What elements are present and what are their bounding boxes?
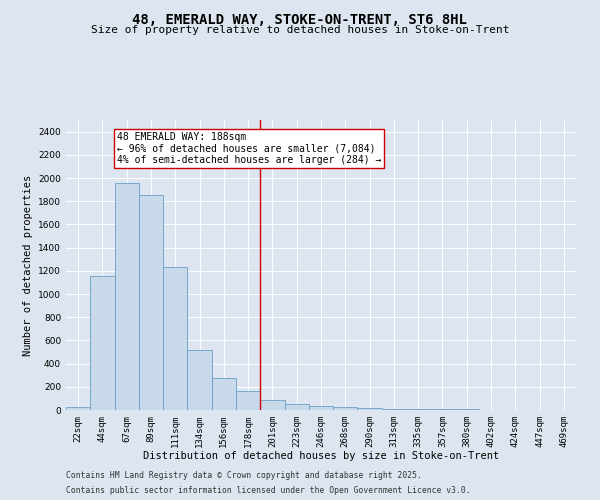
Bar — [309, 406, 333, 410]
Bar — [187, 350, 212, 410]
Bar — [212, 378, 236, 410]
Bar — [90, 276, 115, 410]
Text: 48 EMERALD WAY: 188sqm
← 96% of detached houses are smaller (7,084)
4% of semi-d: 48 EMERALD WAY: 188sqm ← 96% of detached… — [117, 132, 382, 165]
Bar — [163, 266, 187, 410]
Bar — [406, 409, 430, 410]
Text: Contains HM Land Registry data © Crown copyright and database right 2025.: Contains HM Land Registry data © Crown c… — [66, 471, 422, 480]
Bar — [382, 409, 406, 410]
Bar — [333, 407, 358, 410]
Text: 48, EMERALD WAY, STOKE-ON-TRENT, ST6 8HL: 48, EMERALD WAY, STOKE-ON-TRENT, ST6 8HL — [133, 12, 467, 26]
Bar — [236, 392, 260, 410]
Bar — [115, 182, 139, 410]
Y-axis label: Number of detached properties: Number of detached properties — [23, 174, 32, 356]
X-axis label: Distribution of detached houses by size in Stoke-on-Trent: Distribution of detached houses by size … — [143, 452, 499, 462]
Text: Contains public sector information licensed under the Open Government Licence v3: Contains public sector information licen… — [66, 486, 470, 495]
Text: Size of property relative to detached houses in Stoke-on-Trent: Size of property relative to detached ho… — [91, 25, 509, 35]
Bar — [260, 400, 284, 410]
Bar — [284, 404, 309, 410]
Bar — [139, 196, 163, 410]
Bar — [66, 408, 90, 410]
Bar — [358, 408, 382, 410]
